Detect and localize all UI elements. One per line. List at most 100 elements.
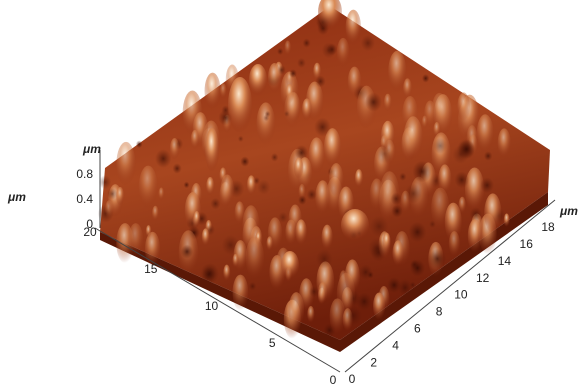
surface-texture	[422, 74, 430, 83]
surface-texture	[288, 292, 304, 328]
surface-texture	[454, 171, 469, 188]
surface-texture	[388, 51, 406, 92]
surface-texture	[322, 225, 333, 250]
surface-texture	[240, 156, 249, 166]
left-tick-label: 20	[83, 225, 97, 239]
surface-texture	[452, 145, 468, 164]
surface-texture	[457, 92, 470, 121]
right-tick-label: 2	[370, 355, 377, 369]
surface-texture	[268, 63, 281, 93]
surface-texture	[330, 298, 346, 334]
surface-texture	[408, 222, 426, 243]
surface-texture	[359, 264, 373, 280]
right-tick-label: 14	[498, 254, 512, 268]
surface-texture	[257, 102, 276, 144]
surface-texture	[184, 181, 190, 188]
z-tick-label: 0.8	[76, 167, 93, 181]
right-tick-label: 10	[454, 288, 468, 302]
surface-texture	[405, 184, 422, 204]
surface-texture	[307, 189, 317, 201]
surface-texture	[181, 245, 193, 259]
surface-texture	[210, 198, 220, 210]
surface-texture	[193, 211, 200, 227]
surface-texture	[116, 142, 135, 186]
surface-texture	[315, 180, 330, 214]
surface-texture	[220, 83, 227, 99]
surface-texture	[484, 193, 501, 232]
surface-texture	[429, 249, 447, 269]
surface-texture	[399, 173, 406, 181]
surface-texture	[243, 205, 260, 244]
surface-texture	[116, 187, 124, 205]
surface-texture	[219, 167, 226, 184]
right-tick-label: 6	[414, 322, 421, 336]
left-tick-label: 0	[330, 373, 337, 387]
surface-texture	[294, 158, 303, 179]
surface-texture	[410, 281, 416, 288]
surface-texture	[146, 225, 152, 238]
surface-texture	[297, 58, 306, 68]
surface-texture	[278, 212, 288, 223]
surface-texture	[284, 92, 300, 127]
surface-texture	[384, 94, 392, 112]
surface-texture	[329, 163, 344, 196]
surface-texture	[412, 161, 431, 183]
surface-texture	[202, 267, 216, 283]
surface-texture	[158, 187, 164, 200]
surface-texture	[99, 175, 111, 189]
surface-texture	[249, 282, 257, 291]
surface-texture	[277, 48, 283, 55]
surface-texture	[327, 43, 338, 55]
surface-texture	[107, 188, 117, 200]
surface-texture	[246, 237, 264, 279]
surface-texture	[365, 92, 382, 111]
surface-texture	[223, 265, 230, 281]
surface-texture	[381, 121, 395, 152]
surface-texture	[191, 130, 200, 149]
surface-texture	[318, 282, 327, 304]
surface-peak	[281, 251, 299, 279]
surface-texture	[136, 140, 143, 148]
surface-texture	[449, 231, 460, 256]
surface-texture	[315, 75, 325, 87]
surface-texture	[356, 292, 372, 310]
surface-texture	[170, 138, 180, 160]
surface-texture	[316, 249, 333, 269]
surface-texture	[373, 292, 385, 320]
left-tick-label: 10	[205, 299, 219, 313]
right-tick-label: 8	[436, 305, 443, 319]
surface-texture	[383, 233, 391, 251]
surface-texture	[139, 166, 158, 209]
surface-texture	[345, 259, 360, 293]
surface-texture	[303, 38, 311, 47]
surface-texture	[289, 69, 297, 78]
surface-texture	[498, 128, 511, 158]
surface-texture	[477, 114, 494, 152]
surface-peak	[249, 64, 267, 96]
side-unit: μm	[7, 190, 26, 204]
surface-texture	[392, 240, 403, 266]
surface-texture	[309, 286, 319, 297]
surface-texture	[410, 259, 425, 277]
surface-texture	[480, 177, 494, 193]
surface-texture	[346, 10, 361, 45]
surface-texture	[348, 67, 362, 98]
surface-texture	[155, 149, 171, 168]
surface-texture	[253, 177, 260, 185]
surface-texture	[295, 219, 306, 245]
surface-texture	[314, 118, 331, 137]
surface-texture	[268, 217, 282, 250]
left-tick-label: 5	[269, 336, 276, 350]
surface-texture	[337, 38, 350, 67]
surface-texture	[391, 192, 402, 205]
right-tick-label: 0	[349, 372, 356, 386]
surface-texture	[370, 179, 384, 211]
surface-peak	[205, 128, 219, 172]
z-tick-label: 0.4	[76, 192, 93, 206]
surface-texture	[284, 41, 291, 56]
surface-texture	[468, 219, 483, 252]
surface-texture	[233, 275, 249, 311]
surface-texture	[152, 206, 159, 222]
right-tick-label: 4	[392, 338, 399, 352]
surface-texture	[402, 96, 418, 131]
